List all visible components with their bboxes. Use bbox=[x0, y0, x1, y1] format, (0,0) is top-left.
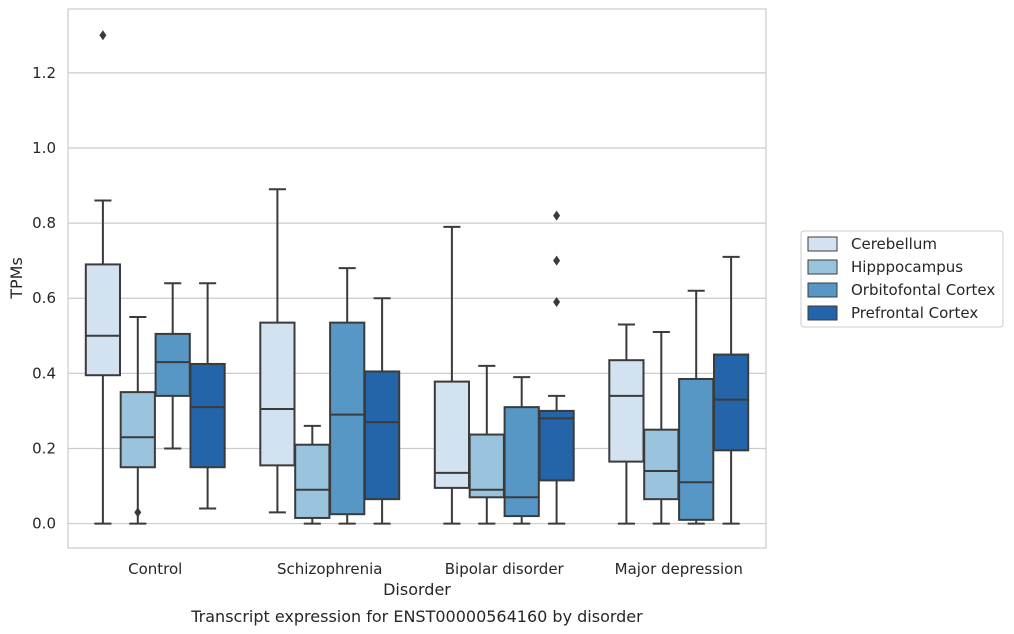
chart-caption: Transcript expression for ENST0000056416… bbox=[190, 607, 643, 626]
box bbox=[154, 332, 191, 397]
box-group bbox=[294, 424, 331, 525]
y-tick-label: 0.4 bbox=[32, 364, 56, 382]
y-tick-labels: 0.0 0.2 0.4 0.6 0.8 1.0 1.2 bbox=[32, 64, 56, 533]
box bbox=[678, 377, 715, 521]
y-tick-label: 1.2 bbox=[32, 64, 56, 82]
x-tick-label: Control bbox=[128, 560, 182, 578]
y-tick-label: 0.0 bbox=[32, 515, 56, 533]
y-tick-label: 1.0 bbox=[32, 139, 56, 157]
legend-frame bbox=[800, 230, 1004, 328]
box-series bbox=[84, 30, 750, 525]
outlier-point bbox=[99, 30, 107, 41]
box bbox=[712, 353, 750, 452]
outlier-point bbox=[553, 210, 561, 221]
legend-label: Prefrontal Cortex bbox=[851, 304, 978, 322]
y-tick-label: 0.8 bbox=[32, 214, 56, 232]
legend: Cerebellum Hipppocampus Orbitofontal Corte… bbox=[800, 230, 1004, 328]
box bbox=[119, 391, 156, 469]
box bbox=[643, 428, 680, 501]
y-tick-label: 0.2 bbox=[32, 439, 56, 457]
box bbox=[329, 321, 366, 516]
box-group bbox=[119, 316, 156, 525]
box-group bbox=[643, 331, 680, 525]
legend-label: Cerebellum bbox=[851, 235, 937, 253]
box-group bbox=[84, 30, 122, 525]
legend-swatch bbox=[807, 282, 838, 298]
box bbox=[259, 321, 296, 467]
y-axis-title: TPMs bbox=[7, 257, 26, 300]
x-tick-label: Major depression bbox=[615, 560, 743, 578]
legend-swatch bbox=[807, 236, 838, 252]
box bbox=[468, 433, 505, 499]
outlier-point bbox=[553, 255, 561, 266]
legend-swatch bbox=[807, 305, 838, 321]
box-group bbox=[259, 188, 296, 514]
box bbox=[294, 443, 331, 519]
box bbox=[84, 263, 122, 377]
legend-label: Orbitofontal Cortex bbox=[851, 281, 995, 299]
box bbox=[363, 370, 401, 501]
box-group bbox=[608, 323, 645, 525]
x-tick-label: Bipolar disorder bbox=[445, 560, 565, 578]
box-group bbox=[712, 255, 750, 525]
box-group bbox=[538, 210, 575, 525]
outlier-point bbox=[134, 507, 142, 518]
x-tick-label: Schizophrenia bbox=[277, 560, 382, 578]
box-group bbox=[503, 376, 540, 525]
legend-label: Hipppocampus bbox=[851, 258, 963, 276]
x-axis-title: Disorder bbox=[383, 580, 451, 599]
box-group bbox=[189, 282, 226, 510]
y-tick-label: 0.6 bbox=[32, 289, 56, 307]
plot-frame bbox=[67, 8, 767, 549]
legend-swatch bbox=[807, 259, 838, 275]
box-group bbox=[363, 297, 401, 525]
box bbox=[608, 359, 645, 463]
x-tick-labels: Control Schizophrenia Bipolar disorder Majo… bbox=[128, 560, 743, 578]
outlier-point bbox=[553, 296, 561, 307]
box bbox=[189, 362, 226, 469]
box bbox=[538, 409, 575, 482]
box-group bbox=[329, 267, 366, 525]
box bbox=[503, 406, 540, 518]
